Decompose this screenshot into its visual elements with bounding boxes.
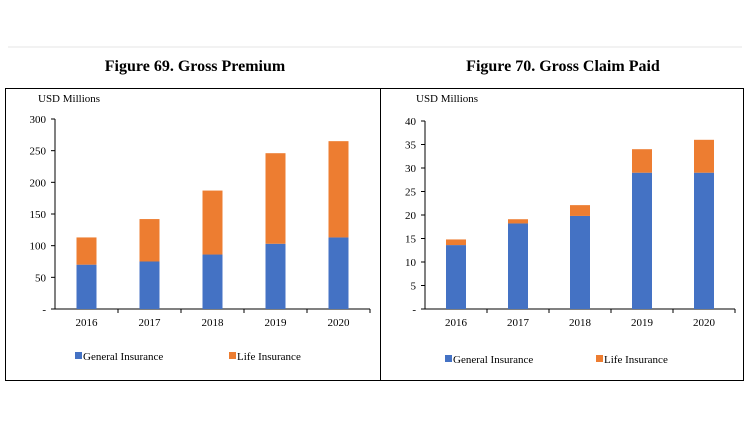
bar-life-insurance-2016 [76,237,97,265]
x-tick-label: 2017 [507,317,530,329]
bar-general-insurance-2016 [446,245,466,309]
y-tick-label: 5 [411,281,417,293]
unit-label: USD Millions [416,93,478,105]
bar-life-insurance-2017 [508,219,528,224]
chart-frame-left [5,88,381,381]
bar-general-insurance-2019 [265,243,286,309]
legend-label: General Insurance [453,354,533,366]
y-tick-label: 25 [405,187,417,199]
bar-general-insurance-2017 [139,261,160,309]
bar-life-insurance-2018 [202,190,223,255]
y-tick-label: 40 [405,116,417,128]
x-tick-label: 2020 [693,317,716,329]
y-tick-label: - [412,304,416,316]
bar-life-insurance-2017 [139,219,160,262]
legend-swatch [229,352,236,359]
y-tick-label: 200 [30,177,47,189]
bar-general-insurance-2018 [202,254,223,309]
bar-life-insurance-2019 [632,149,652,173]
y-tick-label: 15 [405,234,417,246]
unit-label: USD Millions [38,93,100,105]
legend-label: Life Insurance [604,354,668,366]
y-tick-label: 100 [30,241,47,253]
x-tick-label: 2018 [569,317,592,329]
legend-swatch [75,352,82,359]
x-tick-label: 2019 [265,317,288,329]
bar-general-insurance-2020 [328,237,349,309]
x-tick-label: 2019 [631,317,654,329]
x-tick-label: 2018 [202,317,225,329]
bar-general-insurance-2018 [570,215,590,309]
y-tick-label: 300 [30,114,47,126]
y-tick-label: 35 [405,140,417,152]
x-tick-label: 2017 [139,317,162,329]
y-tick-label: 10 [405,257,417,269]
bar-general-insurance-2019 [632,172,652,309]
bar-life-insurance-2020 [328,141,349,238]
bar-general-insurance-2017 [508,223,528,309]
gross-claim-paid-chart: USD Millions - 5 10 15 20 25 30 35 40 2016 2017 2018… [405,93,736,366]
legend-swatch [596,355,603,362]
legend-label: General Insurance [83,351,163,363]
bar-life-insurance-2020 [694,139,714,173]
chart-frame-right [380,88,744,381]
legend-swatch [445,355,452,362]
gross-premium-chart: USD Millions - 50 100 150 200 250 300 2016 2017 20… [30,93,371,363]
y-tick-label: - [42,304,46,316]
bar-general-insurance-2016 [76,264,97,309]
legend-label: Life Insurance [237,351,301,363]
bar-life-insurance-2018 [570,205,590,216]
y-tick-label: 50 [35,272,47,284]
y-tick-label: 30 [405,163,417,175]
x-tick-label: 2016 [76,317,99,329]
bar-life-insurance-2019 [265,153,286,244]
figure-69-title: Figure 69. Gross Premium [104,58,286,75]
bar-general-insurance-2020 [694,172,714,309]
x-tick-label: 2016 [445,317,468,329]
x-tick-label: 2020 [328,317,351,329]
y-tick-label: 250 [30,146,47,158]
figure-70-title: Figure 70. Gross Claim Paid [466,58,660,75]
bar-life-insurance-2016 [446,239,466,246]
y-tick-label: 20 [405,210,417,222]
y-tick-label: 150 [30,209,47,221]
